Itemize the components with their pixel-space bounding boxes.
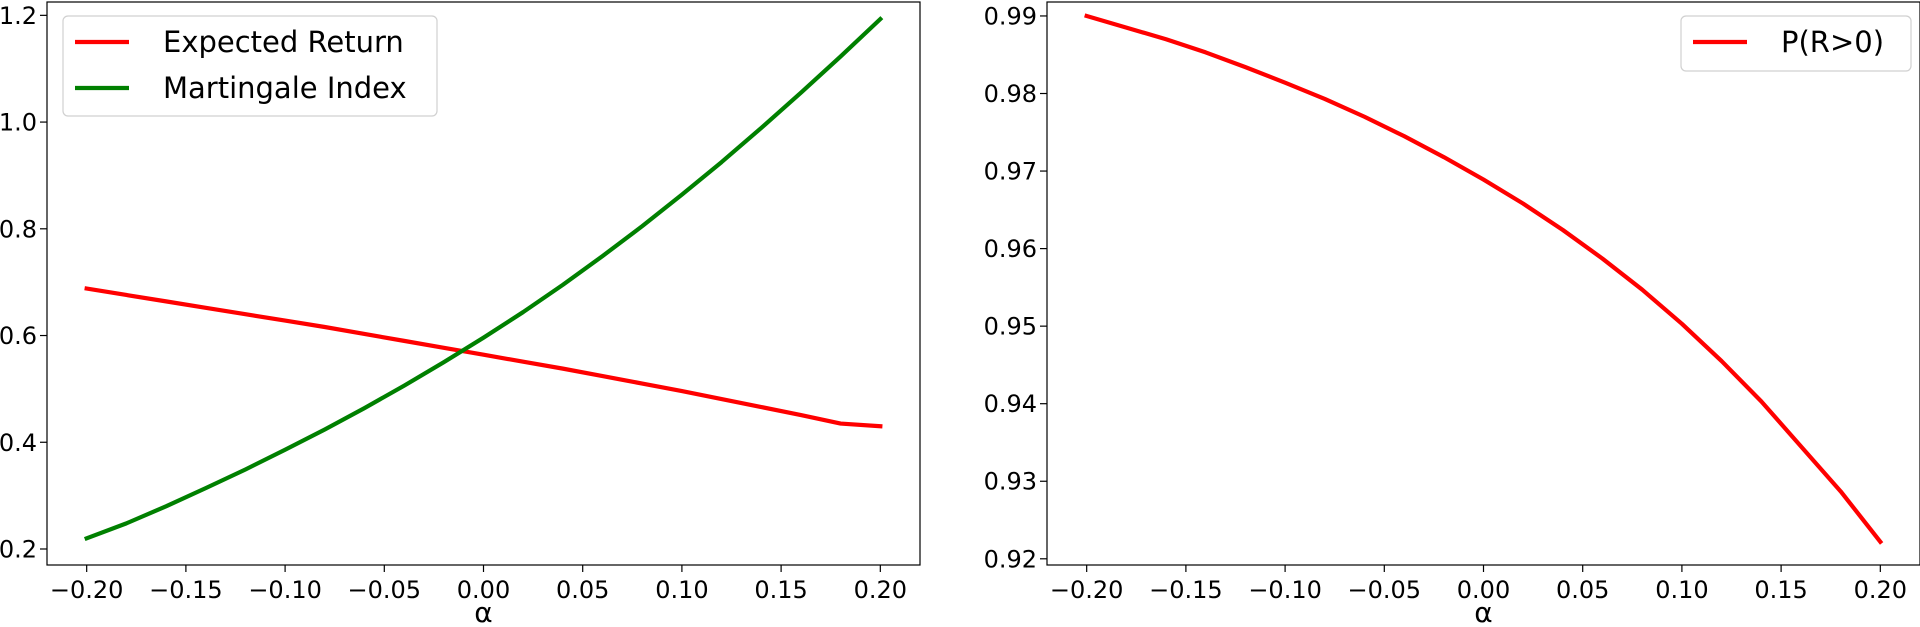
x-tick-label: −0.15 (1149, 576, 1223, 604)
y-tick-label: 0.2 (0, 535, 37, 563)
x-tick-label: 0.05 (556, 576, 609, 604)
y-tick-label: 0.97 (984, 158, 1037, 186)
y-tick-label: 0.8 (0, 215, 37, 243)
x-tick-label: −0.10 (248, 576, 322, 604)
y-tick-label: 0.4 (0, 429, 37, 457)
x-tick-label: 0.20 (1854, 576, 1907, 604)
y-tick-label: 0.98 (984, 80, 1037, 108)
chart-right: −0.20 −0.15 −0.10 −0.05 0.00 0.05 0.10 0.15 0.20… (984, 1, 1920, 627)
x-tick-label: −0.20 (1050, 576, 1124, 604)
y-tick-label: 0.96 (984, 235, 1037, 263)
x-tick-label: 0.15 (754, 576, 807, 604)
y-tick-label: 0.92 (984, 545, 1037, 573)
x-tick-label: 0.10 (1655, 576, 1708, 604)
legend: P(R>0) (1680, 15, 1912, 72)
legend-box (62, 15, 438, 117)
y-tick-label: 0.99 (984, 2, 1037, 30)
x-axis-label: α (474, 596, 492, 627)
series-line-0-0 (84, 286, 883, 429)
y-tick-label: 1.2 (0, 2, 37, 30)
legend-box (1680, 15, 1912, 72)
x-tick-label: −0.20 (50, 576, 124, 604)
y-tick-label: 0.94 (984, 390, 1037, 418)
chart-left: −0.20 −0.15 −0.10 −0.05 0.00 0.05 0.10 0.15 0.20… (0, 1, 921, 627)
y-tick-label: 0.93 (984, 468, 1037, 496)
x-axis-label: α (1474, 596, 1492, 627)
y-tick-label: 0.95 (984, 313, 1037, 341)
x-tick-label: 0.20 (854, 576, 907, 604)
x-tick-label: −0.15 (149, 576, 223, 604)
legend-label: Expected Return (163, 25, 404, 59)
x-tick-label: −0.10 (1248, 576, 1322, 604)
x-tick-label: 0.00 (457, 576, 510, 604)
x-tick-label: 0.15 (1754, 576, 1807, 604)
series-line-0-1 (83, 16, 884, 542)
x-tick-label: 0.00 (1457, 576, 1510, 604)
x-tick-label: −0.05 (348, 576, 422, 604)
x-tick-label: 0.05 (1556, 576, 1609, 604)
x-tick-label: −0.05 (1348, 576, 1422, 604)
y-tick-label: 0.6 (0, 322, 37, 350)
y-tick-label: 1.0 (0, 109, 37, 137)
x-tick-label: 0.10 (655, 576, 708, 604)
series-line-1-0 (1084, 13, 1884, 545)
legend-label: Martingale Index (163, 71, 407, 105)
legend-label: P(R>0) (1781, 25, 1884, 59)
legend: Expected Return Martingale Index (62, 15, 438, 117)
